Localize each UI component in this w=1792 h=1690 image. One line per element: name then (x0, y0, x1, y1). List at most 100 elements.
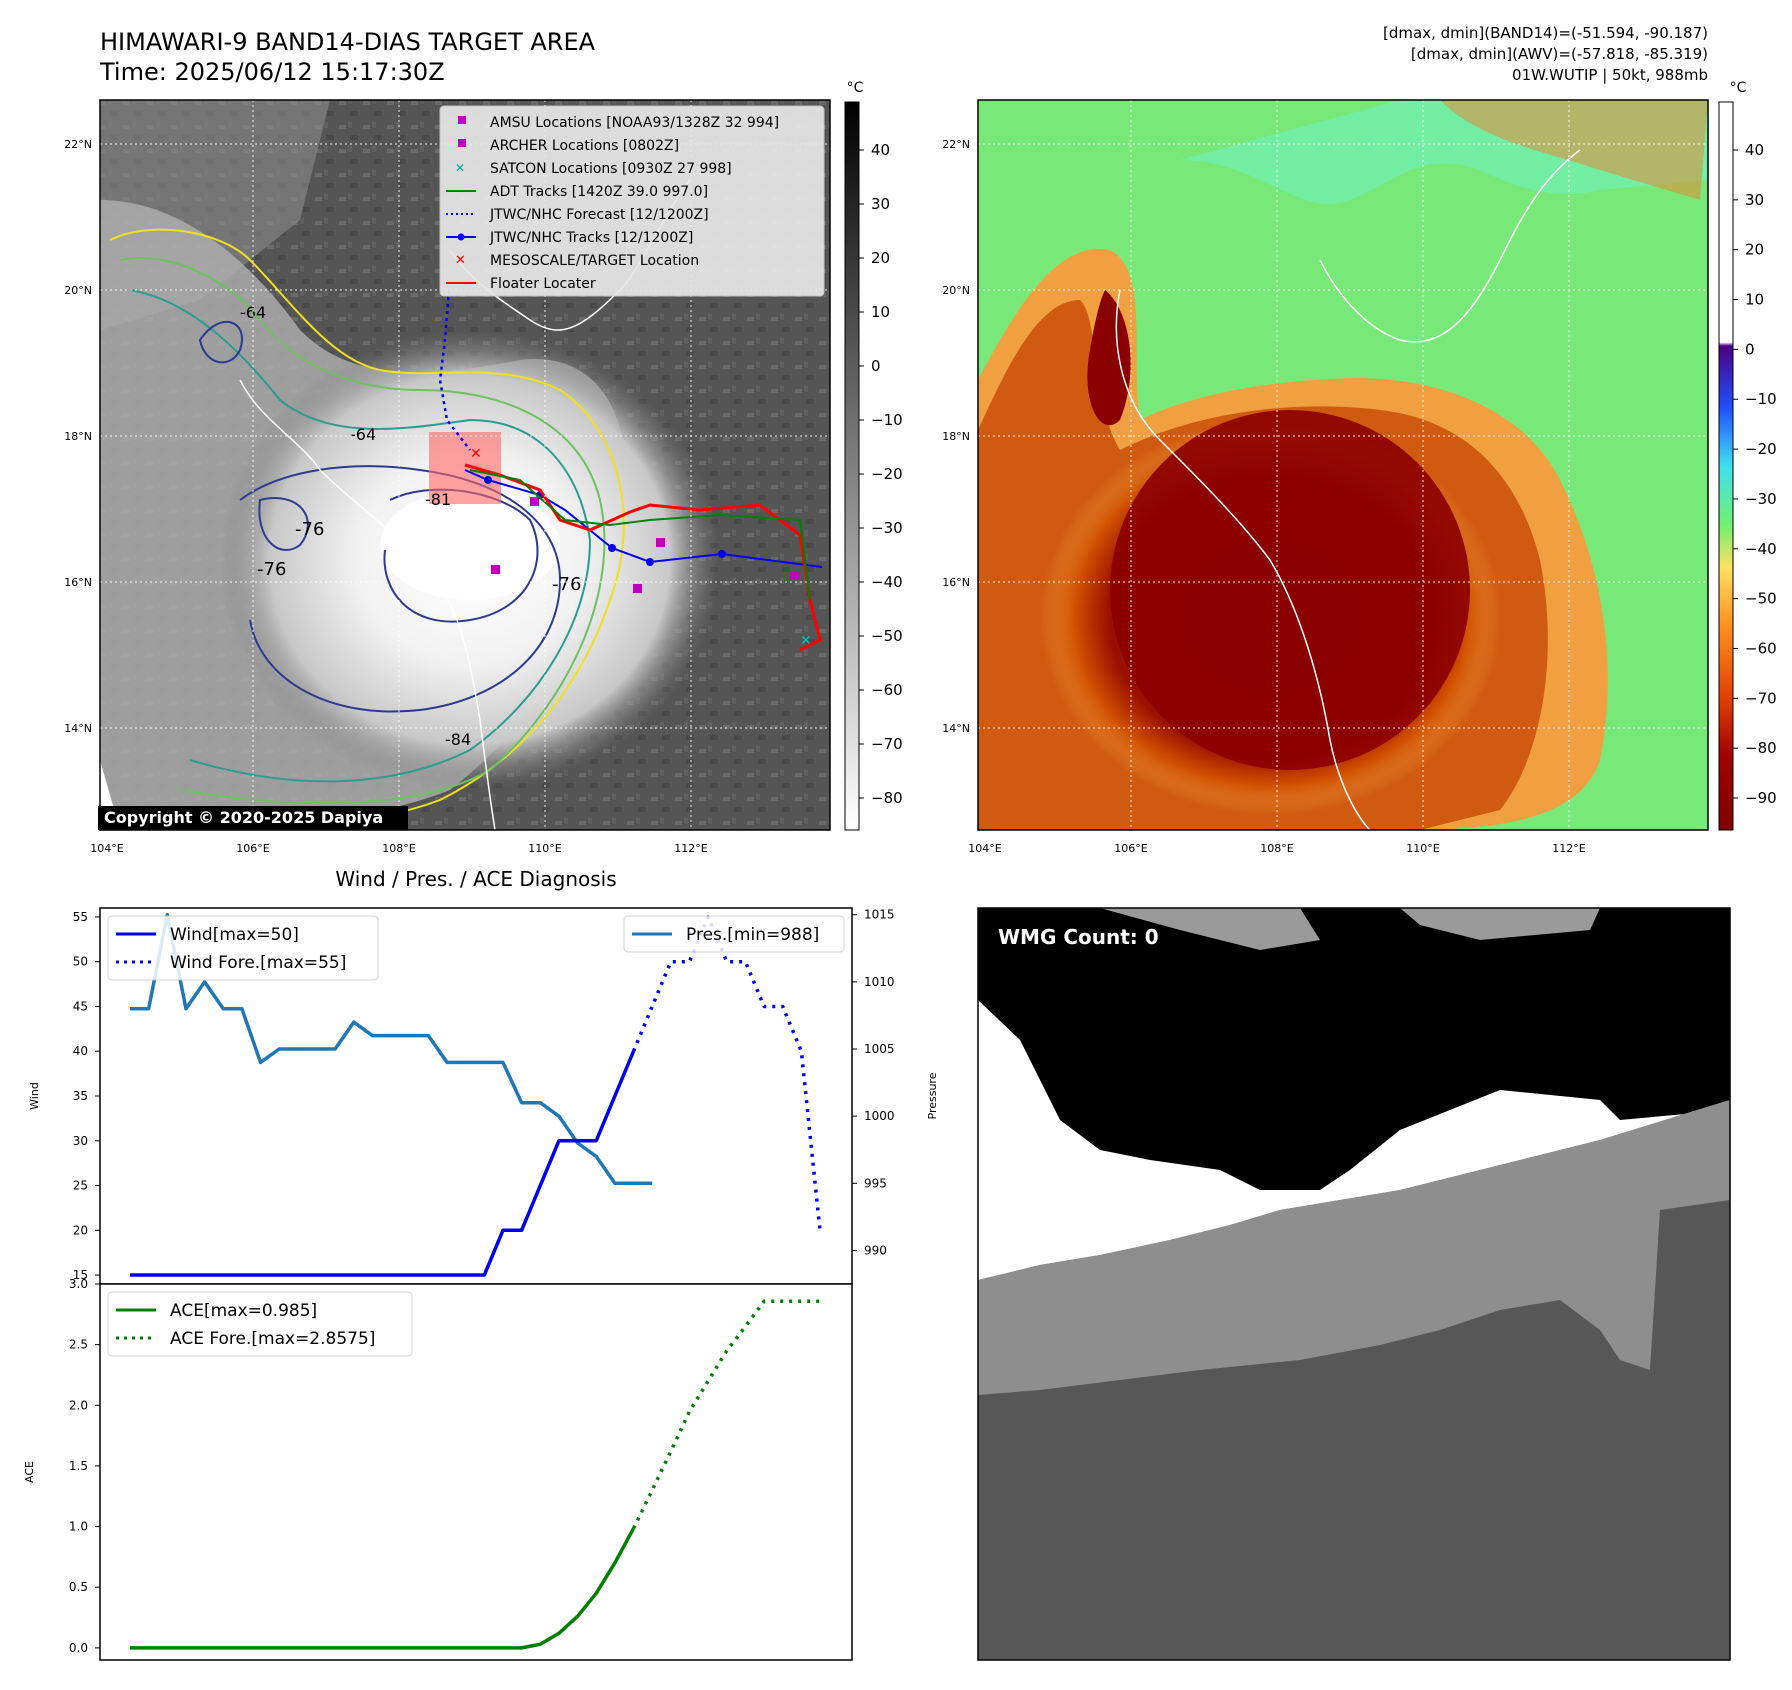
gray-colorbar-label: 20 (871, 249, 890, 267)
color-colorbar-bar (1718, 101, 1734, 831)
target-legend-icon: ✕ (455, 253, 466, 268)
storm-info: 01W.WUTIP | 50kt, 988mb (1512, 66, 1708, 84)
contour-label: -76 (257, 559, 286, 580)
wind-legend-label: Wind[max=50] (170, 925, 299, 945)
color-colorbar-label: −70 (1745, 689, 1777, 707)
pressure-tick-label: 1010 (864, 975, 895, 989)
legend-forecast: JTWC/NHC Forecast [12/1200Z] (489, 207, 709, 223)
contour-label: -64 (350, 425, 376, 444)
wind-tick-label: 35 (73, 1089, 88, 1103)
lat-label: 22°N (64, 138, 92, 151)
wind-legend (107, 915, 379, 981)
diagnosis-title: Wind / Pres. / ACE Diagnosis (335, 867, 616, 891)
lon-label: 112°E (1552, 842, 1585, 855)
adt-track (469, 469, 811, 601)
ace-legend (107, 1291, 413, 1357)
legend-box (439, 105, 825, 297)
gray-colorbar-label: −20 (871, 465, 903, 483)
color-colorbar-label: −50 (1745, 590, 1777, 608)
stats-band14: [dmax, dmin](BAND14)=(-51.594, -90.187) (1383, 24, 1708, 42)
color-colorbar-label: −30 (1745, 490, 1777, 508)
wind-tick-label: 45 (73, 999, 88, 1013)
contour-label: -81 (425, 490, 451, 509)
legend-floater: Floater Locater (490, 276, 596, 292)
ace-tick-label: 1.0 (69, 1520, 88, 1534)
ace-forecast-legend-label: ACE Fore.[max=2.8575] (170, 1329, 375, 1349)
lon-label: 108°E (382, 842, 415, 855)
wind-tick-label: 55 (73, 910, 88, 924)
contour-teal (129, 289, 592, 783)
lat-label: 16°N (64, 576, 92, 589)
wmg-frame (977, 907, 1731, 1661)
contour-label: -76 (295, 519, 324, 540)
awv-gridlines (978, 100, 1708, 830)
lon-label: 112°E (674, 842, 707, 855)
ace-tick-label: 3.0 (69, 1277, 88, 1291)
wmg-panel: WMG Count: 0 (977, 907, 1731, 1661)
lon-label: 110°E (1406, 842, 1439, 855)
awv-map-frame (977, 99, 1709, 831)
archer-legend-icon (458, 139, 466, 147)
wind-tick-label: 15 (73, 1268, 88, 1282)
gray-colorbar-label: 40 (871, 141, 890, 159)
gray-colorbar-label: −30 (871, 519, 903, 537)
legend-tracks: JTWC/NHC Tracks [12/1200Z] (489, 230, 693, 246)
wind-tick-label: 25 (73, 1179, 88, 1193)
amsu-legend-icon (458, 116, 466, 124)
lat-label: 20°N (942, 284, 970, 297)
ace-forecast-line (631, 1299, 820, 1530)
ace-axis-label: ACE (23, 1461, 36, 1483)
copyright-text: Copyright © 2020-2025 Dapiya (104, 808, 383, 827)
awv-map-panel: 22°N 20°N 18°N 16°N 14°N 104°E 106°E 108… (942, 99, 1709, 855)
gray-colorbar-label: −60 (871, 681, 903, 699)
amsu-marker (491, 565, 500, 574)
gray-colorbar-label: 0 (871, 357, 881, 375)
legend-adt: ADT Tracks [1420Z 39.0 997.0] (490, 184, 708, 200)
wind-tick-label: 50 (73, 955, 88, 969)
contour-yellow (109, 228, 625, 825)
pressure-line (130, 912, 653, 1186)
gray-colorbar-label: 10 (871, 303, 890, 321)
wind-forecast-legend-label: Wind Fore.[max=55] (170, 953, 346, 973)
ace-tick-label: 0.5 (69, 1580, 88, 1594)
gray-colorbar-label: −70 (871, 735, 903, 753)
wmg-count-label: WMG Count: 0 (998, 925, 1159, 949)
contour-label: -64 (240, 303, 266, 322)
wind-axis-label: Wind (28, 1082, 41, 1110)
legend-amsu: AMSU Locations [NOAA93/1328Z 32 994] (490, 115, 779, 131)
lat-label: 18°N (942, 430, 970, 443)
legend-target: MESOSCALE/TARGET Location (490, 253, 699, 269)
pressure-tick-label: 990 (864, 1243, 887, 1257)
ace-axes (99, 1283, 853, 1661)
color-colorbar-label: −90 (1745, 789, 1777, 807)
lon-label: 106°E (1114, 842, 1147, 855)
colorbar-unit: °C (1730, 80, 1747, 96)
lon-label: 110°E (528, 842, 561, 855)
lon-label: 104°E (90, 842, 123, 855)
pressure-tick-label: 1015 (864, 908, 895, 922)
lat-label: 14°N (64, 722, 92, 735)
pressure-tick-label: 995 (864, 1176, 887, 1190)
wmg-black-region (978, 908, 1730, 1190)
color-colorbar-label: −80 (1745, 739, 1777, 757)
wmg-white-region (978, 1000, 1730, 1280)
lon-label: 104°E (968, 842, 1001, 855)
map-legend: AMSU Locations [NOAA93/1328Z 32 994] ARC… (439, 105, 825, 297)
color-colorbar-label: −10 (1745, 390, 1777, 408)
ace-panel: ACE 0.0 0.5 1.0 1.5 2.0 2.5 3.0 ACE[max=0.985]… (23, 1277, 853, 1661)
color-colorbar-label: −60 (1745, 639, 1777, 657)
pressure-tick-label: 1000 (864, 1109, 895, 1123)
ace-tick-label: 2.0 (69, 1398, 88, 1412)
color-colorbar-label: 20 (1745, 241, 1764, 259)
color-colorbar-label: 40 (1745, 141, 1764, 159)
wind-pressure-panel: Wind Pressure 15 20 25 30 35 40 45 50 55 990 995 1… (28, 907, 939, 1285)
pressure-tick-label: 1005 (864, 1042, 895, 1056)
gray-colorbar-label: −50 (871, 627, 903, 645)
color-colorbar-label: 0 (1745, 340, 1755, 358)
target-marker: ✕ (470, 446, 482, 462)
color-colorbar: °C 40 30 20 10 0 −10 −20 −30 −40 −50 −60 −70 −80 −90 (1718, 80, 1777, 831)
ace-tick-label: 2.5 (69, 1338, 88, 1352)
lon-label: 108°E (1260, 842, 1293, 855)
gray-colorbar-label: 30 (871, 195, 890, 213)
